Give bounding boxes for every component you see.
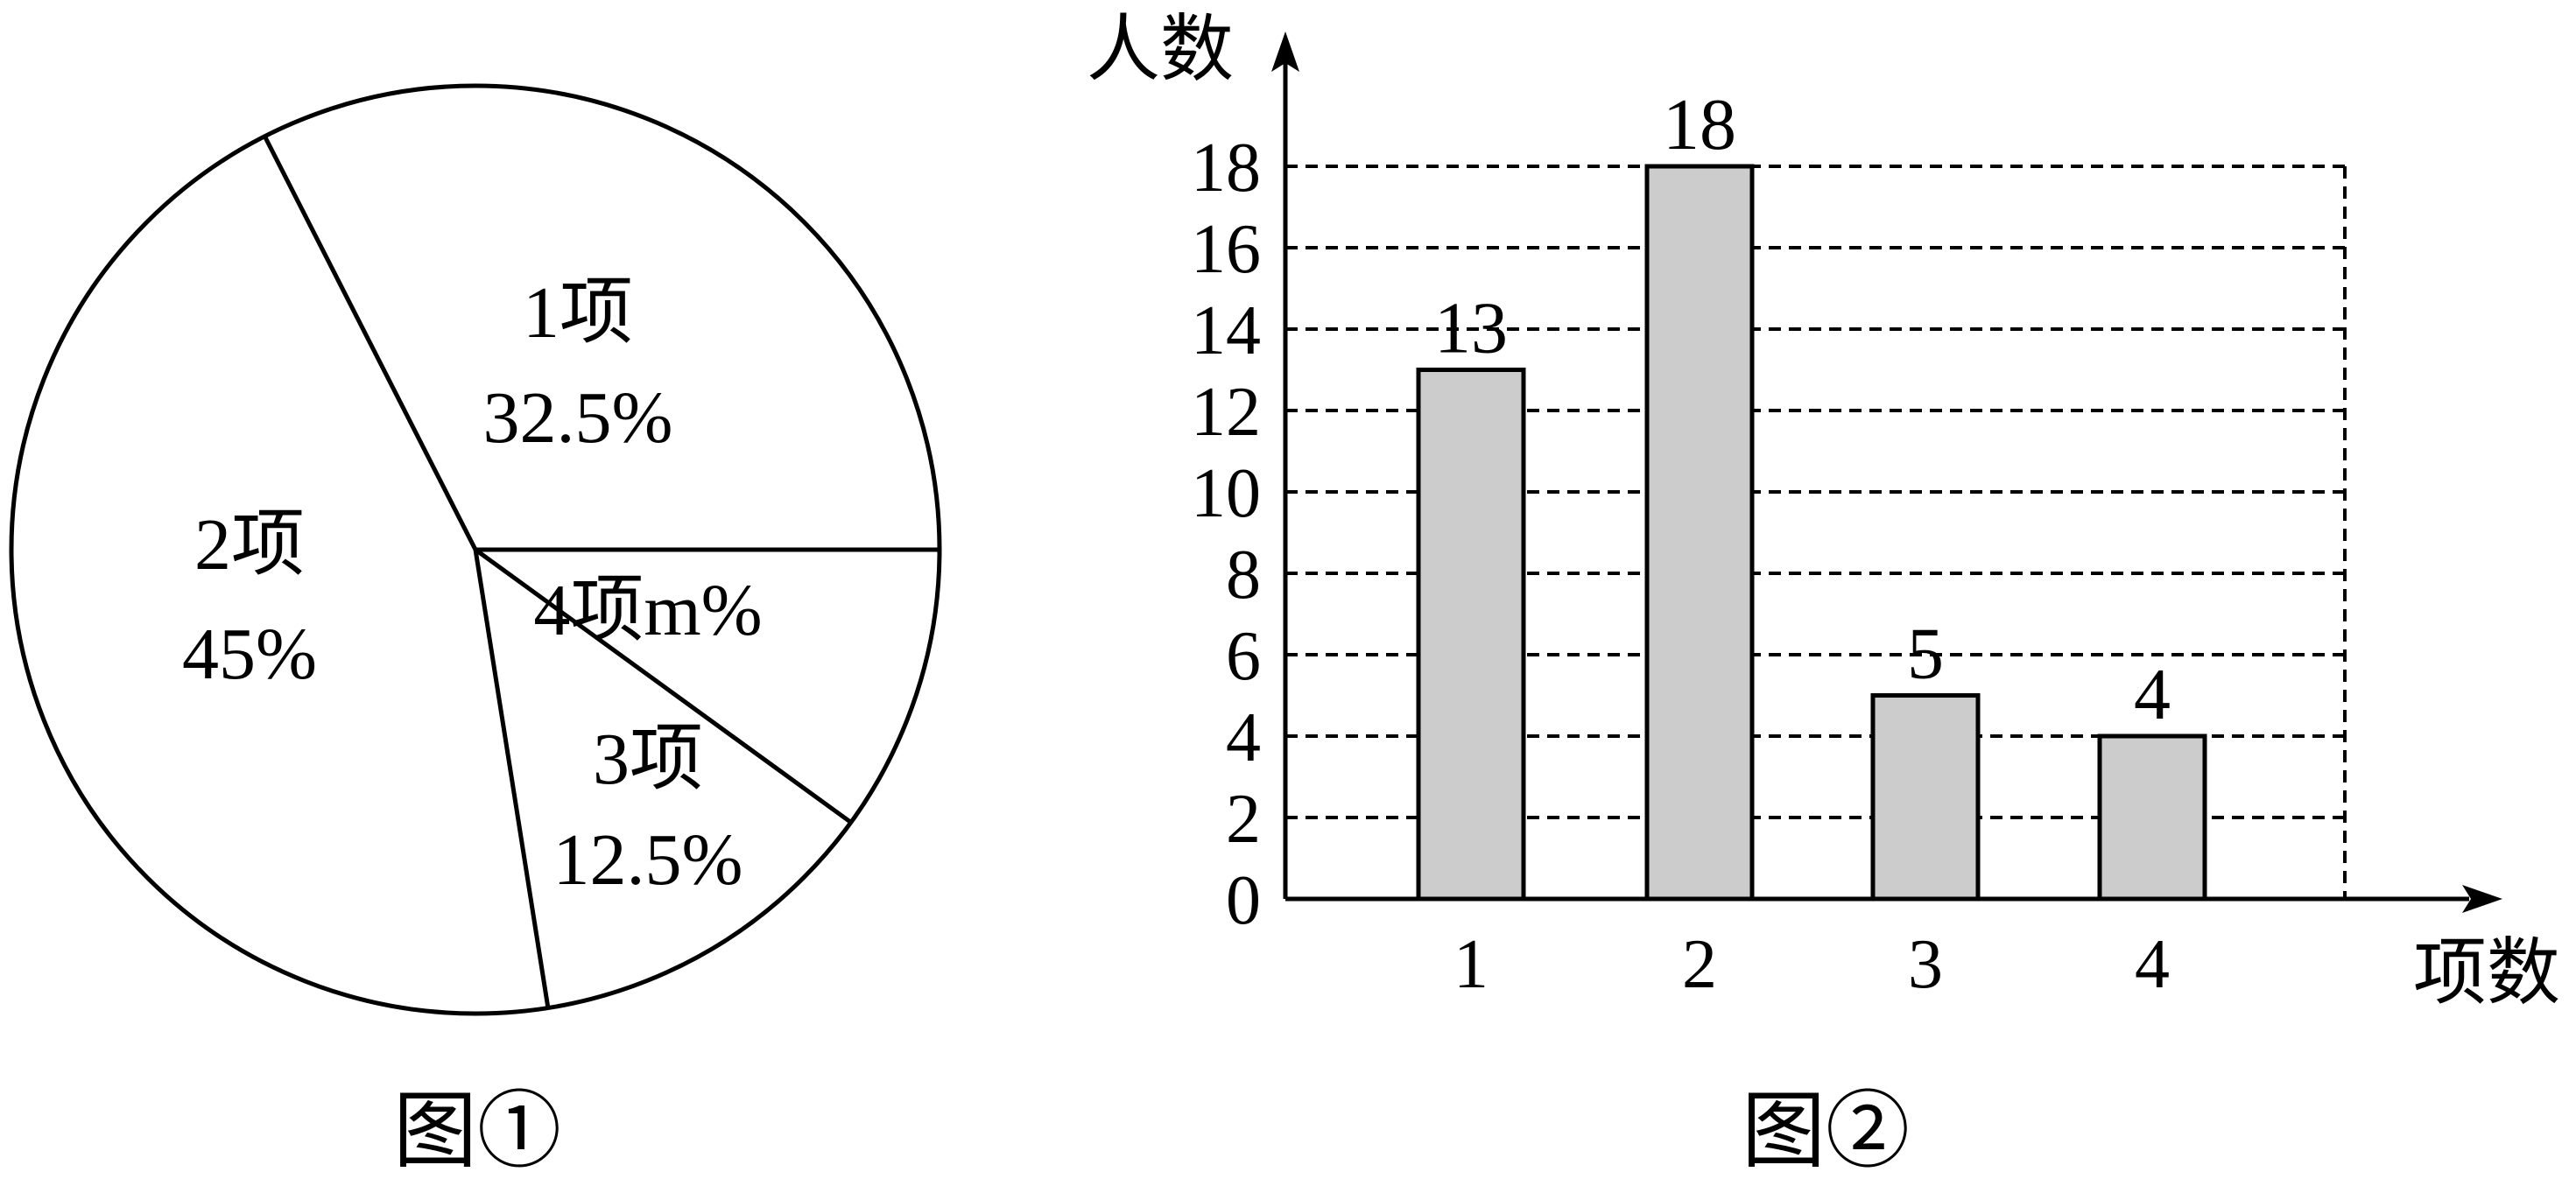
pie-slice-4-label: 4项m% [533, 570, 762, 651]
y-tick-label-16: 16 [1191, 211, 1261, 288]
y-tick-label-8: 8 [1226, 537, 1261, 614]
y-tick-label-14: 14 [1191, 292, 1261, 369]
bar-3 [1870, 693, 1981, 902]
bar-2-data-label: 18 [1663, 84, 1736, 165]
x-axis-arrow [2462, 885, 2502, 913]
pie-slice-2-label: 2项 [194, 504, 305, 586]
y-tick-label-12: 12 [1191, 374, 1261, 451]
pie-slice-3-boundary [474, 547, 853, 825]
bar-1 [1416, 368, 1526, 902]
y-tick-label-10: 10 [1191, 455, 1261, 532]
pie-slice-1-boundary [263, 135, 478, 551]
x-tick-label-2: 2 [1682, 926, 1717, 1003]
bar-4 [2097, 733, 2207, 902]
bar-4-data-label: 4 [2134, 654, 2171, 735]
y-tick-label-6: 6 [1226, 618, 1261, 695]
pie-caption: 图① [393, 1084, 561, 1178]
x-tick-label-1: 1 [1453, 926, 1489, 1003]
pie-slice-3-label: 3项 [593, 719, 703, 800]
pie-slice-1-label: 1项 [523, 272, 633, 354]
bar-caption: 图② [1742, 1084, 1910, 1178]
pie-slice-2-boundary [473, 549, 551, 1008]
y-axis-title: 人数 [1087, 10, 1234, 91]
bar-1-data-label: 13 [1434, 288, 1508, 369]
pie-slice-3-value: 12.5% [553, 819, 743, 901]
pie-slice-2-value: 45% [182, 614, 317, 695]
y-tick-label-0: 0 [1226, 862, 1261, 939]
pie-slice-1-value: 32.5% [483, 377, 673, 459]
pie-chart: 1项 32.5% 4项m% 3项 12.5% 2项 45% [9, 83, 942, 1016]
y-tick-label-4: 4 [1226, 699, 1261, 776]
y-tick-label-2: 2 [1226, 781, 1261, 858]
y-tick-label-18: 18 [1191, 130, 1261, 207]
y-axis-arrow [1271, 32, 1299, 72]
x-axis-title: 项数 [2413, 933, 2560, 1014]
bar-2 [1644, 164, 1755, 902]
x-tick-label-3: 3 [1908, 926, 1943, 1003]
bar-3-data-label: 5 [1907, 614, 1944, 695]
x-tick-label-4: 4 [2135, 926, 2170, 1003]
